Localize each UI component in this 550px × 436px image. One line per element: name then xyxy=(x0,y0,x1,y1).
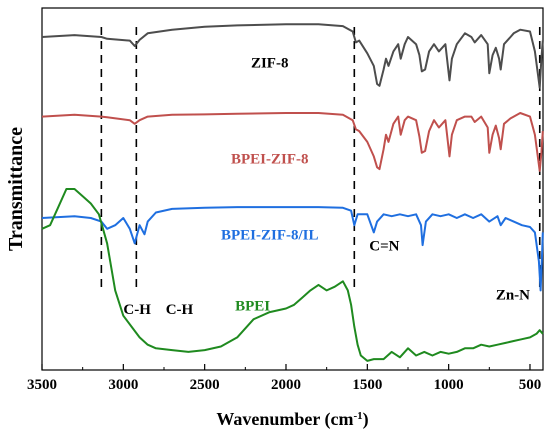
plot-frame xyxy=(41,7,544,371)
series-group xyxy=(41,23,544,362)
x-axis-label-main: Wavenumber (cm xyxy=(216,409,353,430)
plot-area xyxy=(41,7,544,371)
x-axis-label: Wavenumber (cm-1) xyxy=(216,409,368,430)
series-line-bpei-zif-8 xyxy=(41,112,544,172)
annotation-label-4: C-H xyxy=(123,302,151,318)
x-tick-label-1500: 1500 xyxy=(352,377,382,393)
x-axis-label-sup: -1 xyxy=(353,410,362,422)
annotation-label-3: C=N xyxy=(369,239,399,255)
x-tick-label-2500: 2500 xyxy=(190,377,220,393)
annotation-label-6: BPEI xyxy=(235,298,270,314)
annotation-label-0: ZIF-8 xyxy=(251,56,289,72)
annotation-label-2: BPEI-ZIF-8/IL xyxy=(221,228,319,244)
x-tick-label-3500: 3500 xyxy=(27,377,57,393)
x-axis-label-close: ) xyxy=(363,409,369,430)
x-tick-label-1000: 1000 xyxy=(434,377,464,393)
dashed-markers xyxy=(100,27,541,288)
annotation-label-7: Zn-N xyxy=(496,287,530,303)
annotation-label-5: C-H xyxy=(166,302,194,318)
annotations: ZIF-8 BPEI-ZIF-8 BPEI-ZIF-8/IL C=N C-H C-H BPE… xyxy=(123,56,530,318)
x-tick-label-500: 500 xyxy=(519,377,542,393)
y-axis-label: Transmittance xyxy=(5,127,27,251)
x-tick-label-3000: 3000 xyxy=(108,377,138,393)
annotation-label-1: BPEI-ZIF-8 xyxy=(231,152,309,168)
series-line-bpei-zif-8-il xyxy=(41,206,544,292)
series-line-zif-8 xyxy=(41,23,544,89)
x-axis: 3500 3000 2500 2000 1500 1000 500 xyxy=(27,364,541,393)
series-line-bpei xyxy=(41,188,544,362)
x-tick-label-2000: 2000 xyxy=(271,377,301,393)
